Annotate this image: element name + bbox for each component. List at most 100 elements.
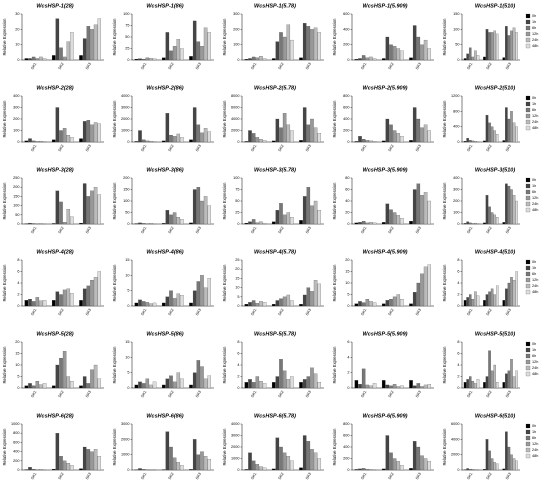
bar	[385, 203, 390, 225]
bar	[262, 58, 267, 61]
bar	[409, 303, 413, 307]
bar	[361, 139, 366, 143]
bar	[476, 379, 480, 389]
y-tick-label: 5	[237, 295, 239, 299]
bar	[515, 126, 518, 143]
x-tick-label: SK2	[278, 472, 285, 480]
bar	[317, 458, 322, 471]
y-tick-label: 200	[13, 185, 19, 189]
y-tick-label: 0	[347, 222, 349, 226]
bar	[35, 58, 40, 61]
legend-label: 48h	[532, 290, 538, 294]
legend-label: 0h	[532, 178, 536, 182]
y-tick-label: 6	[347, 340, 349, 344]
bar	[372, 383, 377, 389]
y-axis-label: Relative Expression	[112, 264, 117, 302]
x-tick-label: SK2	[486, 144, 493, 152]
y-tick-label: 0	[237, 140, 239, 144]
y-axis-label: Relative Expression	[112, 346, 117, 384]
bar	[66, 135, 71, 143]
bar	[59, 294, 63, 307]
chart-title: WcsHSP-1(5.78)	[254, 3, 296, 9]
y-tick-label: 20	[345, 211, 349, 215]
y-tick-label: 75	[235, 188, 239, 192]
legend-swatch	[525, 189, 531, 195]
y-tick-label: 50	[125, 35, 129, 39]
bar	[471, 381, 475, 389]
bar	[271, 304, 276, 307]
bar	[255, 303, 260, 307]
bar	[381, 140, 386, 143]
x-tick-label: SK3	[195, 308, 202, 316]
bar	[203, 128, 208, 143]
bar	[97, 123, 102, 143]
y-tick-label: 300	[13, 106, 19, 110]
bar	[474, 383, 477, 389]
bar	[400, 136, 404, 143]
x-tick-label: SK3	[305, 308, 312, 316]
bar	[82, 183, 87, 225]
bar	[493, 462, 496, 471]
bar	[463, 382, 467, 389]
bar	[165, 296, 170, 307]
bar	[510, 454, 513, 471]
bar	[485, 29, 489, 61]
y-tick-label: 2000	[231, 129, 239, 133]
legend-label: 6h	[532, 436, 536, 440]
bar	[248, 379, 252, 389]
x-tick-label: SK1	[466, 226, 473, 234]
bar	[262, 222, 267, 225]
bar	[392, 296, 397, 307]
bar	[505, 431, 508, 471]
y-axis-label: Relative Expression	[2, 428, 7, 466]
legend-label: 12h	[532, 32, 538, 36]
y-tick-label: 0	[17, 468, 19, 472]
bar	[79, 222, 83, 225]
bar	[302, 23, 307, 61]
legend-swatch	[525, 201, 531, 207]
bar	[365, 299, 370, 307]
bar	[134, 384, 139, 389]
bar	[396, 215, 401, 225]
x-tick-label: SK1	[250, 308, 257, 316]
y-tick-label: 4000	[451, 437, 459, 441]
bar	[400, 50, 404, 61]
y-tick-label: 6	[457, 352, 459, 356]
y-tick-label: 25	[125, 47, 129, 51]
bar	[466, 138, 469, 143]
y-tick-label: 200	[343, 129, 349, 133]
bar	[271, 140, 276, 143]
bar	[248, 58, 252, 61]
bar	[302, 379, 307, 389]
x-tick-label: SK1	[250, 472, 257, 480]
bar	[161, 223, 166, 225]
x-tick-label: SK3	[415, 144, 422, 152]
legend-label: 6h	[532, 26, 536, 30]
bar	[392, 130, 397, 143]
bar	[416, 36, 421, 61]
x-tick-label: SK2	[388, 62, 395, 70]
y-axis-label: Relative Expression	[222, 18, 227, 56]
y-axis-label: Relative Expression	[222, 100, 227, 138]
bar	[471, 223, 475, 225]
legend-swatch	[525, 113, 531, 119]
legend-swatch	[525, 43, 531, 49]
chart-title: WcsHSP-6(86)	[146, 413, 183, 419]
bar	[381, 222, 386, 225]
y-tick-label: 10	[15, 43, 19, 47]
y-axis-label: Relative Expression	[222, 346, 227, 384]
bar	[423, 39, 428, 61]
legend-swatch	[525, 435, 531, 441]
bar	[70, 137, 74, 143]
bar	[496, 217, 499, 225]
bar	[161, 140, 166, 143]
x-tick-label: SK3	[415, 390, 422, 398]
bar	[39, 56, 43, 61]
chart-title: WcsHSP-6(510)	[475, 413, 516, 419]
bar	[302, 196, 307, 225]
y-tick-label: 50	[125, 211, 129, 215]
legend-label: 48h	[532, 126, 538, 130]
bar	[286, 124, 291, 143]
x-tick-label: SK1	[466, 308, 473, 316]
bar	[354, 469, 359, 471]
